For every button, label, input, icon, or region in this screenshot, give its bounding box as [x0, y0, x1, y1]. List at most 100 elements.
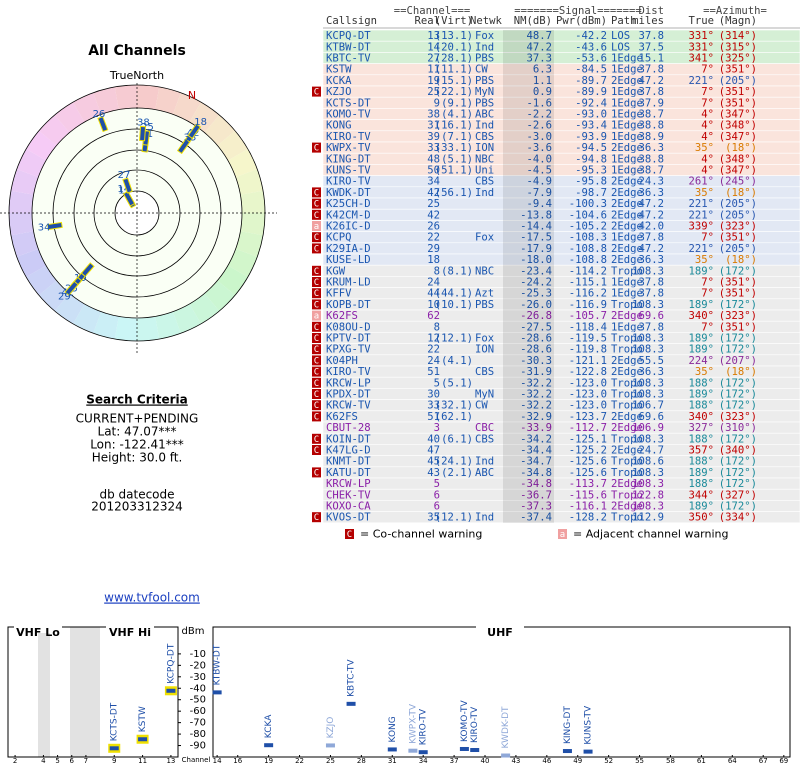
x-axis-label: Channel: [182, 756, 211, 764]
cell-cs: KONG: [326, 120, 352, 132]
cell-cs: KZJO: [326, 86, 352, 98]
cell-dist: 108.3: [632, 501, 664, 513]
cell-magn: (347°): [719, 109, 757, 121]
bar: [470, 748, 480, 753]
cell-dist: 108.3: [632, 478, 664, 490]
legend-text: = Adjacent channel warning: [573, 528, 729, 541]
cell-magn: (351°): [719, 64, 757, 76]
cell-cs: K26IC-D: [326, 221, 371, 233]
radar-ring-segment: [172, 92, 201, 123]
radar-ring-segment: [217, 265, 248, 296]
cell-az: 344°: [688, 489, 714, 501]
search-lon: Lon: -122.41***: [90, 438, 184, 452]
band-label-bg: [476, 621, 524, 633]
cell-pwr: -125.6: [569, 456, 607, 468]
warning-letter: a: [314, 222, 319, 232]
radar-ring-segment: [73, 92, 102, 123]
cell-pwr: -93.9: [575, 131, 607, 143]
radar-ring-segment: [54, 102, 85, 133]
warning-letter: C: [314, 289, 319, 299]
cell-net: CBS: [475, 131, 494, 143]
cell-pwr: -95.3: [575, 165, 607, 177]
cell-az: 7°: [701, 86, 714, 98]
cell-pwr: -119.8: [569, 344, 607, 356]
cell-path: 2Edge: [611, 221, 643, 233]
cell-magn: (323°): [719, 411, 757, 423]
cell-magn: (205°): [719, 198, 757, 210]
cell-net: Ind: [475, 120, 494, 132]
cell-magn: (172°): [719, 344, 757, 356]
cell-real: 31: [427, 120, 440, 132]
cell-real: 30: [427, 389, 440, 401]
cell-virt: (28.1): [435, 53, 473, 65]
warning-letter: C: [314, 244, 319, 254]
cell-nm: -1.6: [526, 97, 552, 109]
cell-az: 35°: [695, 187, 714, 199]
cell-nm: -2.6: [526, 120, 552, 132]
warning-icon: [312, 86, 321, 97]
x-tick-label: 52: [604, 757, 613, 765]
cell-virt: (32.1): [435, 400, 473, 412]
warning-letter: C: [314, 468, 319, 478]
y-tick-label: -40: [190, 683, 206, 694]
bar-label: KONG: [388, 716, 398, 742]
radar-label: 18: [194, 117, 207, 128]
warning-icon: [312, 232, 321, 243]
cell-virt: (10.1): [435, 299, 473, 311]
cell-real: 34: [427, 176, 440, 188]
cell-real: 38: [427, 109, 440, 121]
cell-cs: K42CM-D: [326, 209, 371, 221]
radar-ring-segment: [114, 316, 137, 341]
x-tick-label: 25: [326, 757, 335, 765]
cell-dist: 37.5: [638, 41, 664, 53]
cell-path: Tropo: [611, 333, 643, 345]
bar-label: KCKA: [264, 714, 274, 738]
warning-letter: C: [314, 144, 319, 154]
bar: [166, 688, 176, 693]
warning-icon: [312, 366, 321, 377]
cell-magn: (172°): [719, 467, 757, 479]
cell-net: PBS: [475, 299, 494, 311]
cell-nm: -26.8: [520, 310, 552, 322]
cell-pwr: -42.2: [575, 30, 607, 42]
warning-letter: C: [314, 446, 319, 456]
cell-nm: -34.4: [520, 445, 552, 457]
cell-virt: (9.1): [441, 97, 473, 109]
cell-cs: KOXO-CA: [326, 501, 371, 513]
cell-az: 7°: [701, 277, 714, 289]
legend-icon: [345, 529, 354, 539]
radar-ring-segment: [235, 231, 264, 257]
x-tick-label: 69: [779, 757, 788, 765]
cell-az: 7°: [701, 288, 714, 300]
cell-magn: (351°): [719, 321, 757, 333]
cell-az: 4°: [701, 131, 714, 143]
cell-cs: K04PH: [326, 355, 358, 367]
x-tick-label: 61: [697, 757, 706, 765]
cell-az: 189°: [688, 333, 714, 345]
legend-icon-letter: a: [560, 530, 565, 540]
cell-path: Tropo: [611, 344, 643, 356]
cell-pwr: -43.6: [575, 41, 607, 53]
x-tick-label: 2: [13, 757, 17, 765]
cell-dist: 108.3: [632, 333, 664, 345]
cell-path: 1Edge: [611, 53, 643, 65]
cell-az: 221°: [688, 209, 714, 221]
cell-magn: (172°): [719, 501, 757, 513]
warning-letter: C: [314, 278, 319, 288]
cell-pwr: -123.0: [569, 377, 607, 389]
x-tick-label: 58: [666, 757, 675, 765]
warning-letter: C: [314, 188, 319, 198]
cell-magn: (172°): [719, 433, 757, 445]
radar-ring-segment: [155, 311, 181, 340]
cell-real: 43: [427, 467, 440, 479]
cell-pwr: -116.9: [569, 299, 607, 311]
warning-letter: C: [314, 323, 319, 333]
cell-cs: KPTV-DT: [326, 333, 371, 345]
cell-nm: -30.3: [520, 355, 552, 367]
cell-nm: -4.9: [526, 176, 552, 188]
cell-dist: 15.1: [638, 53, 664, 65]
cell-dist: 37.8: [638, 288, 664, 300]
warning-icon: [312, 288, 321, 299]
site-link[interactable]: www.tvfool.com: [104, 591, 200, 605]
cell-path: 1Edge: [611, 97, 643, 109]
